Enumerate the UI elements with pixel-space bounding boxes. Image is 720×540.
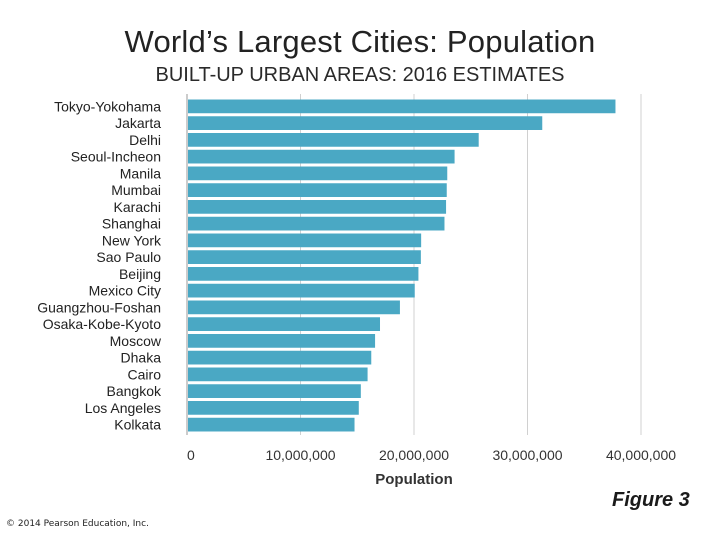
bar [188, 216, 445, 231]
bar [188, 133, 479, 147]
bar [188, 317, 381, 331]
chart-subtitle: BUILT-UP URBAN AREAS: 2016 ESTIMATES [155, 64, 565, 86]
chart-title: World’s Largest Cities: Population [124, 24, 596, 59]
bar [188, 250, 421, 264]
bar [188, 166, 448, 181]
bar [188, 267, 419, 281]
category-label: Seoul-Incheon [71, 149, 161, 165]
category-label: Manila [120, 165, 161, 181]
bar [188, 300, 400, 315]
bar [188, 384, 361, 398]
category-label: Tokyo-Yokohama [54, 98, 161, 114]
x-tick-labels: 0 10,000,000 20,000,000 30,000,000 40,000,00… [187, 447, 676, 463]
x-axis-label: Population [375, 471, 453, 488]
bar [188, 401, 359, 415]
category-label: Bangkok [107, 383, 162, 399]
bar [188, 334, 376, 348]
category-label: Delhi [129, 132, 161, 148]
category-label: New York [102, 232, 162, 248]
bar [188, 283, 415, 298]
bar [188, 116, 543, 130]
bar [188, 350, 372, 365]
category-label: Mumbai [111, 182, 161, 198]
bar [188, 233, 422, 248]
x-tick-label: 30,000,000 [492, 447, 562, 463]
category-label: Mexico City [89, 283, 161, 299]
figure-label: Figure 3 [612, 489, 690, 511]
bar [188, 99, 616, 114]
bar [188, 417, 355, 432]
bar [188, 183, 447, 197]
category-label: Kolkata [114, 417, 161, 433]
category-label: Sao Paulo [96, 249, 161, 265]
category-label: Jakarta [115, 115, 161, 131]
category-label: Cairo [128, 366, 162, 382]
x-tick-label: 20,000,000 [379, 447, 449, 463]
category-labels: Tokyo-YokohamaJakartaDelhiSeoul-IncheonM… [37, 98, 162, 432]
category-label: Shanghai [102, 216, 161, 232]
copyright-text: © 2014 Pearson Education, Inc. [6, 519, 149, 529]
category-label: Moscow [110, 333, 162, 349]
category-label: Dhaka [121, 350, 162, 366]
bars [188, 99, 616, 432]
bar [188, 367, 368, 382]
category-label: Los Angeles [85, 400, 161, 416]
x-tick-label: 0 [187, 447, 195, 463]
bar [188, 200, 447, 214]
category-label: Beijing [119, 266, 161, 282]
category-label: Guangzhou-Foshan [37, 299, 161, 315]
category-label: Karachi [114, 199, 161, 215]
bar [188, 149, 455, 164]
x-tick-label: 40,000,000 [606, 447, 676, 463]
x-tick-label: 10,000,000 [265, 447, 335, 463]
category-label: Osaka-Kobe-Kyoto [43, 316, 161, 332]
